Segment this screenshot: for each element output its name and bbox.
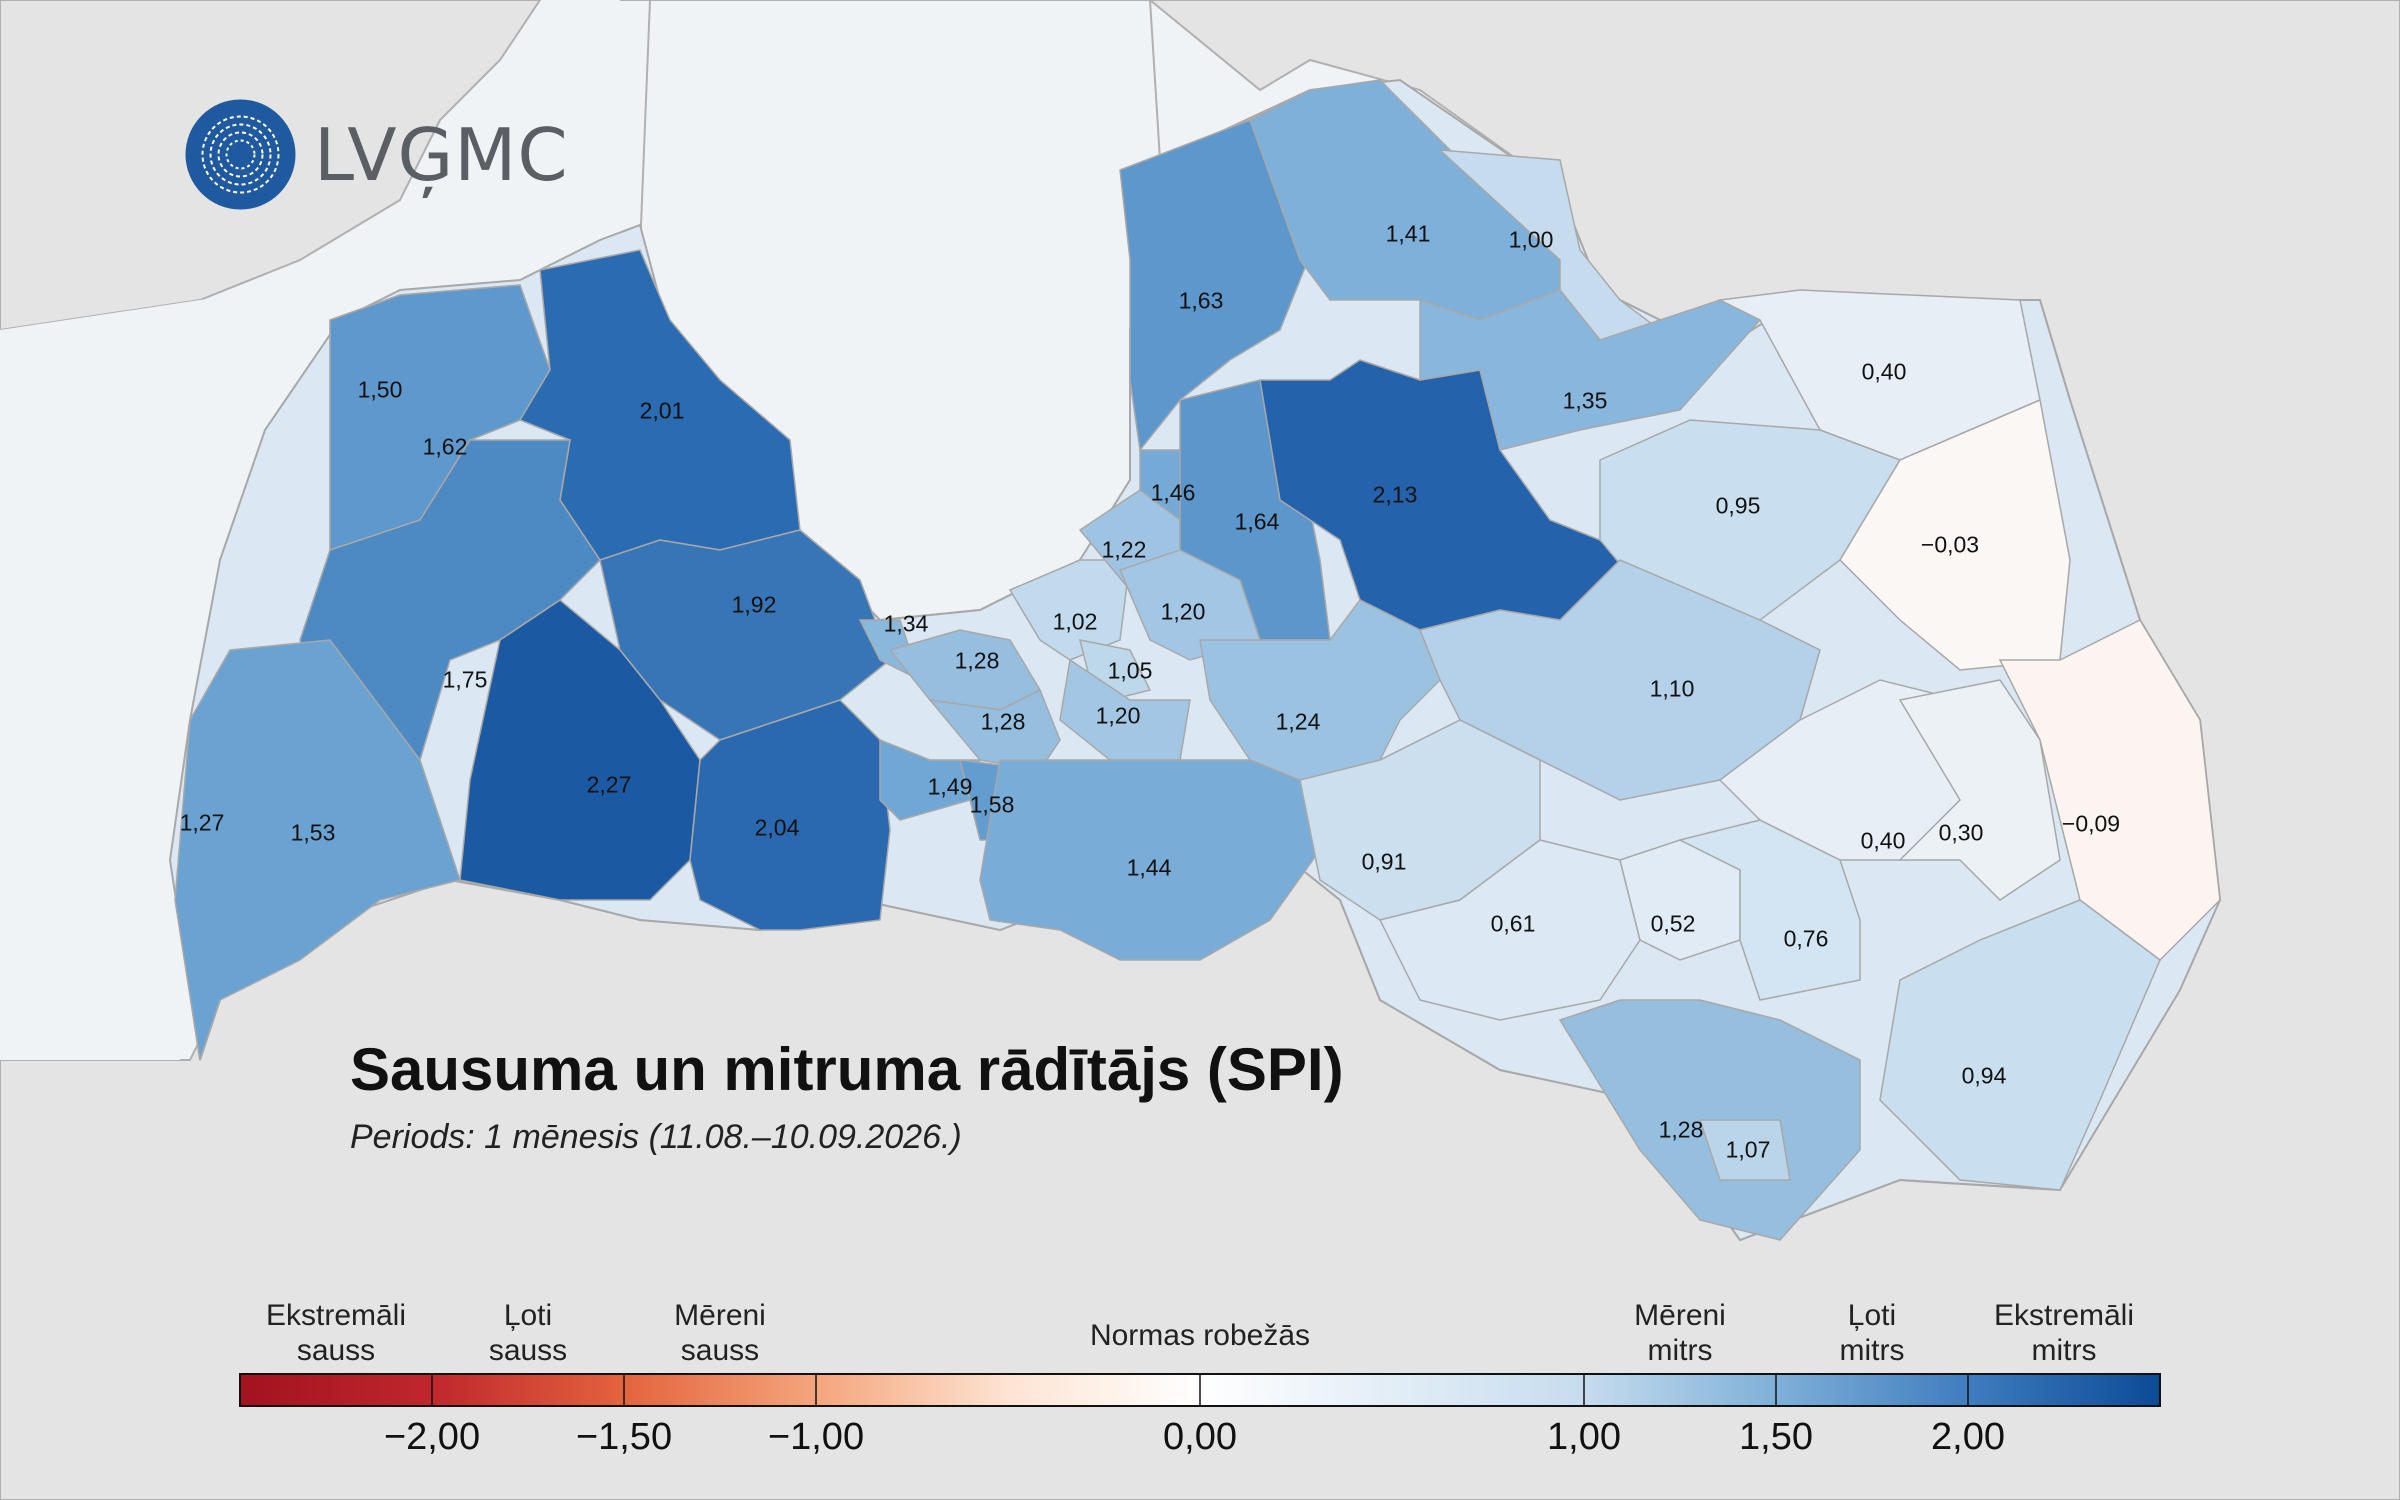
region-spi-label: 1,35: [1562, 387, 1608, 414]
region-spi-label: 1,92: [731, 591, 777, 618]
region-spi-label: 1,64: [1234, 508, 1280, 535]
legend-tick-label: 0,00: [1163, 1416, 1237, 1458]
region-spi-label: 1,34: [883, 610, 929, 637]
region-polygon: [1698, 1119, 1791, 1181]
region-spi-label: 0,30: [1938, 819, 1984, 846]
region-spi-label: −0,03: [1920, 531, 1980, 558]
region-spi-label: 0,61: [1490, 910, 1536, 937]
region-polygon: [689, 699, 891, 931]
legend-category-label: Ekstremāli mitrs: [1993, 1299, 2135, 1367]
region-spi-label: 1,46: [1150, 479, 1196, 506]
region-spi-label: 1,28: [954, 647, 1000, 674]
region-spi-label: 1,24: [1275, 708, 1321, 735]
region-spi-label: 0,94: [1961, 1062, 2007, 1089]
legend-category-label: Mēreni sauss: [674, 1299, 766, 1367]
legend-category-label: Ļoti sauss: [488, 1299, 568, 1367]
region-polygon: [1199, 599, 1441, 781]
region-spi-label: 1,28: [1658, 1116, 1704, 1143]
region-spi-label: 1,10: [1649, 675, 1695, 702]
region-spi-label: 0,52: [1650, 910, 1696, 937]
region-spi-label: 2,13: [1372, 481, 1418, 508]
region-polygon: [1008, 559, 1131, 661]
legend-category-label: Ekstremāli sauss: [265, 1299, 407, 1367]
region-spi-label: 1,53: [290, 819, 336, 846]
region-spi-label: 1,27: [179, 809, 225, 836]
region-spi-label: 0,76: [1783, 925, 1829, 952]
region-polygon: [1879, 899, 2161, 1191]
legend-tick-label: −1,00: [767, 1416, 865, 1458]
region-spi-label: 2,04: [754, 814, 800, 841]
map-subtitle: Periods: 1 mēnesis (11.08.–10.09.2026.): [350, 1118, 962, 1156]
region-spi-label: 0,91: [1361, 848, 1407, 875]
region-spi-label: 1,28: [980, 708, 1026, 735]
legend-tick-label: 2,00: [1931, 1416, 2005, 1458]
region-spi-label: 1,22: [1101, 536, 1147, 563]
region-spi-label: 0,40: [1861, 358, 1907, 385]
region-spi-label: −0,09: [2061, 810, 2121, 837]
logo-text: LVĢMC: [314, 112, 569, 197]
lvgmc-logo-icon: [185, 99, 296, 210]
region-polygon: [1419, 289, 1762, 451]
region-spi-label: 1,20: [1160, 598, 1206, 625]
region-spi-label: 1,20: [1095, 702, 1141, 729]
region-spi-label: 2,01: [639, 397, 685, 424]
region-spi-label: 0,40: [1860, 827, 1906, 854]
region-spi-label: 1,00: [1508, 226, 1554, 253]
legend-tick-label: 1,00: [1547, 1416, 1621, 1458]
sea-baltic-west: [0, 290, 280, 1060]
region-spi-label: 1,49: [927, 773, 973, 800]
legend-category-label: Mēreni mitrs: [1634, 1299, 1726, 1367]
region-spi-label: 1,02: [1052, 608, 1098, 635]
region-spi-label: 1,75: [442, 666, 488, 693]
municipality-polygons: [174, 79, 2221, 1241]
legend-category-label: Ļoti mitrs: [1839, 1299, 1905, 1367]
region-polygon: [329, 284, 551, 552]
region-spi-label: 1,63: [1178, 287, 1224, 314]
region-spi-label: 1,41: [1385, 220, 1431, 247]
lvgmc-logo: LVĢMC: [183, 97, 569, 212]
legend-category-label: Normas robežās: [1089, 1319, 1311, 1352]
legend-tick-label: 1,50: [1739, 1416, 1813, 1458]
region-spi-label: 1,05: [1107, 657, 1153, 684]
region-polygon: [174, 639, 461, 1061]
legend-colorbar: [239, 1373, 2161, 1407]
region-spi-label: 1,50: [357, 376, 403, 403]
legend-tick-label: −1,50: [575, 1416, 673, 1458]
region-spi-label: 0,95: [1715, 492, 1761, 519]
region-spi-label: 1,07: [1725, 1136, 1771, 1163]
map-title: Sausuma un mitruma rādītājs (SPI): [350, 1036, 1344, 1103]
region-polygon: [1898, 679, 2061, 901]
region-spi-label: 2,27: [586, 771, 632, 798]
region-polygon: [979, 759, 1321, 961]
region-spi-label: 1,58: [969, 791, 1015, 818]
region-polygon: [1998, 619, 2221, 961]
region-spi-label: 1,44: [1126, 854, 1172, 881]
region-spi-label: 1,62: [422, 433, 468, 460]
legend-tick-label: −2,00: [383, 1416, 481, 1458]
